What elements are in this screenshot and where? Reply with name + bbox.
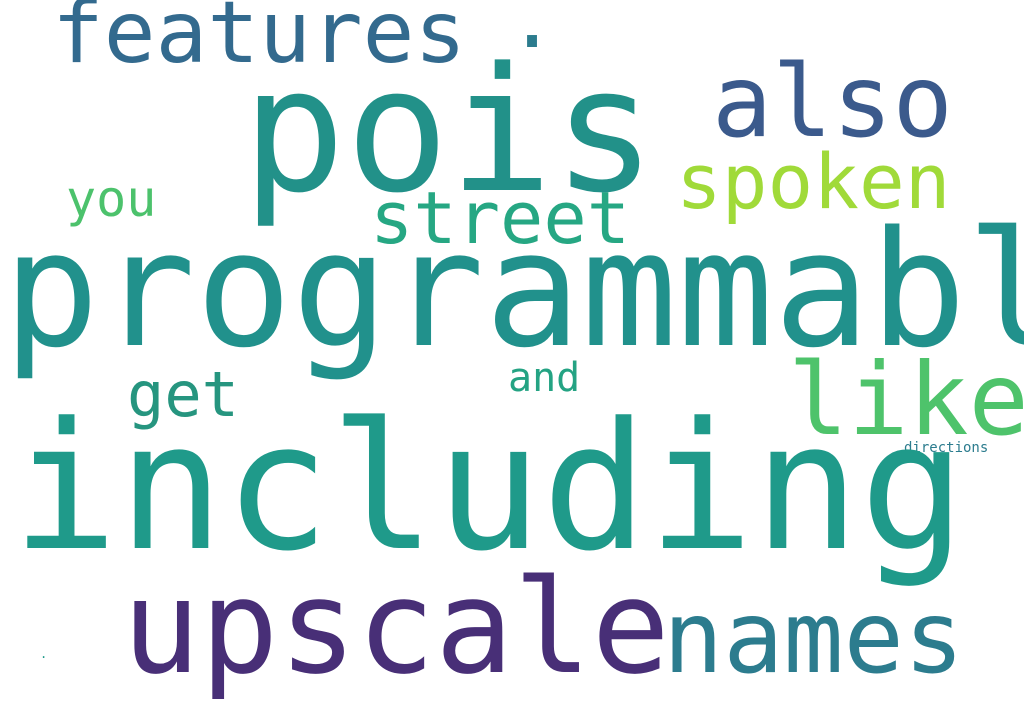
word-period: . <box>508 0 557 66</box>
word-get: get <box>127 358 239 431</box>
word-features: features <box>52 0 467 83</box>
word-street: street <box>370 176 631 260</box>
word-you: you <box>66 170 157 228</box>
word-directions: directions <box>904 440 989 456</box>
word-spoken: spoken <box>676 137 951 226</box>
word-upscale: upscale <box>122 551 670 703</box>
word-names: names <box>663 579 965 696</box>
word-like: like <box>788 341 1024 458</box>
word-and: and <box>508 355 581 401</box>
word-pois: pois <box>242 30 657 231</box>
word-programmable: programmable <box>3 196 1024 383</box>
word-including: including <box>12 385 966 590</box>
word-tiny-period: . <box>40 647 48 661</box>
word-also: also <box>712 43 953 160</box>
